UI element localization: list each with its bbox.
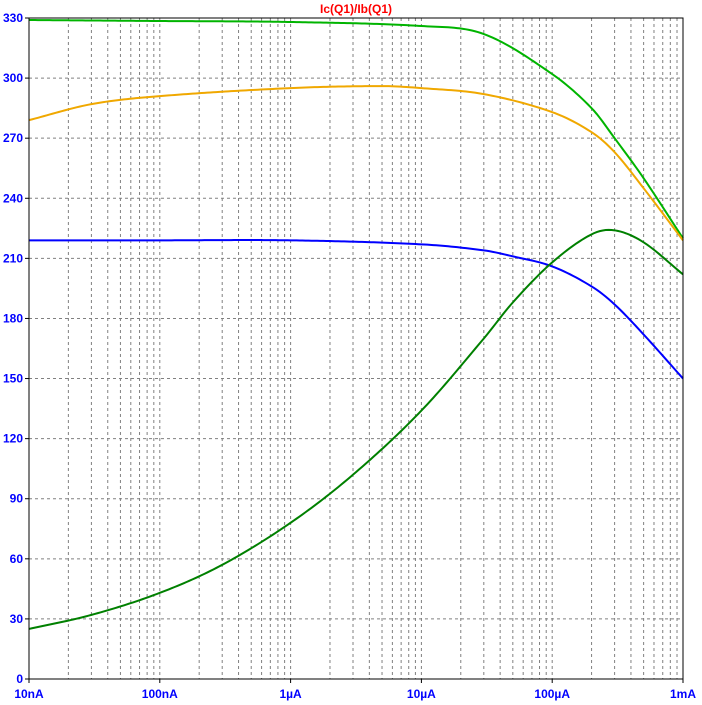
y-tick-label: 240 [3, 191, 23, 205]
y-tick-label: 30 [10, 612, 24, 626]
series-line-2 [28, 85, 684, 241]
x-tick-label: 100nA [142, 687, 178, 701]
y-tick-label: 210 [3, 251, 23, 265]
x-tick-label: 10µA [407, 687, 436, 701]
y-tick-label: 120 [3, 432, 23, 446]
y-tick-labels: 0 30 60 90 120 150 180 210 240 270 300 330 [3, 11, 23, 686]
y-tick-label: 150 [3, 372, 23, 386]
x-tick-label: 1µA [279, 687, 302, 701]
series-lines [28, 19, 684, 630]
x-tick-label: 10nA [14, 687, 44, 701]
series-line-3 [29, 239, 684, 380]
y-tick-label: 90 [10, 492, 24, 506]
plot-border [28, 17, 684, 680]
plot-frame [25, 17, 684, 683]
series-line-4 [28, 228, 684, 630]
y-tick-label: 270 [3, 131, 23, 145]
x-tick-label: 100µA [534, 687, 570, 701]
x-tick-labels: 10nA 100nA 1µA 10µA 100µA 1mA [14, 687, 696, 701]
y-tick-label: 300 [3, 71, 23, 85]
y-tick-label: 180 [3, 311, 23, 325]
y-tick-label: 0 [16, 672, 23, 686]
series-line-1 [28, 19, 684, 239]
x-tick-label: 1mA [670, 687, 696, 701]
y-tick-label: 60 [10, 552, 24, 566]
grid-lines [29, 18, 683, 679]
chart-title: Ic(Q1)/Ib(Q1) [320, 2, 392, 16]
y-tick-label: 330 [3, 11, 23, 25]
